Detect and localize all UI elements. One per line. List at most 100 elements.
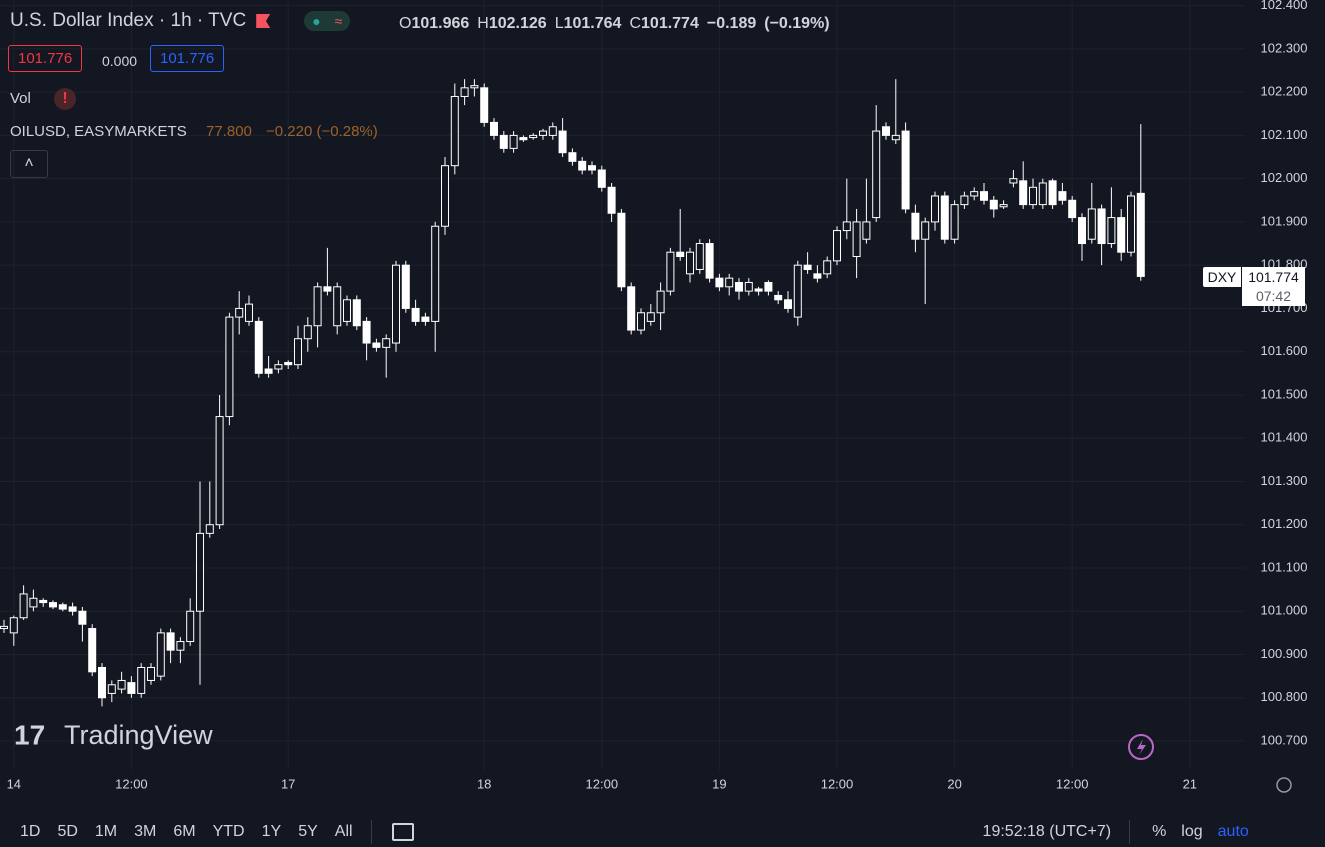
candle-body (1117, 217, 1126, 253)
x-tick-label: 12:00 (1056, 776, 1089, 791)
candle-body (88, 628, 97, 673)
candle-body (784, 299, 792, 309)
ohlc-value: 101.966 (411, 15, 470, 32)
range-button[interactable]: 5D (57, 823, 78, 840)
ohlc-letter: O (399, 15, 412, 32)
candle-body (666, 251, 675, 292)
candle-body (842, 221, 851, 232)
candle-body (833, 230, 841, 262)
candle-body (284, 362, 293, 366)
candle-body (921, 221, 930, 240)
candle-body (529, 134, 538, 139)
candle-body (29, 597, 38, 608)
settings-icon[interactable] (1276, 777, 1292, 793)
range-button[interactable]: 1M (94, 823, 118, 840)
candle-body (1087, 208, 1096, 240)
candle-body (519, 137, 528, 141)
range-button[interactable]: 3M (134, 823, 157, 840)
candle-body (970, 191, 979, 197)
candle-body (999, 204, 1008, 208)
x-tick-label: 21 (1183, 776, 1197, 791)
candle-body (764, 281, 773, 292)
flash-icon[interactable] (1128, 734, 1154, 760)
ohlc-letter: C (629, 15, 642, 32)
ohlc-letter: L (554, 15, 564, 32)
candle-body (49, 602, 57, 608)
range-button[interactable]: 1D (20, 823, 41, 840)
candle-body (499, 134, 508, 149)
ohlc-letter: H (477, 15, 489, 32)
x-tick-label: 20 (947, 776, 961, 791)
candle-body (558, 130, 567, 154)
y-tick-label: 102.300 (1261, 40, 1308, 55)
candle-body (744, 281, 753, 292)
flash-bolt (1137, 739, 1146, 755)
flag-icon[interactable] (256, 14, 271, 28)
candle-body (1097, 208, 1106, 245)
candle-body (225, 316, 234, 418)
logo-mark: 17 (14, 719, 45, 750)
ohlc-item: H 102.126 (477, 15, 546, 33)
y-tick-label: 101.600 (1261, 343, 1308, 358)
toolbar: 1D 5D 1M 3M 6M YTD 1Y 5Y All 19:52:18 (UTC+7)% log… (0, 817, 1325, 847)
range-button[interactable]: 6M (173, 823, 196, 840)
spread: 0.000 (102, 53, 138, 69)
candle-body (411, 307, 420, 322)
candle-body (323, 286, 332, 292)
change-pct: (−0.19%) (764, 15, 830, 32)
ohlc-value: 101.764 (563, 15, 622, 32)
range-button[interactable]: YTD (212, 823, 245, 840)
y-tick-label: 100.800 (1261, 689, 1308, 704)
candle-body (450, 95, 459, 167)
scale-option[interactable]: auto (1217, 823, 1249, 840)
candle-body (1107, 217, 1116, 245)
x-tick-label: 12:00 (586, 776, 619, 791)
candle-body (940, 195, 949, 240)
candle-body (176, 641, 185, 651)
y-tick-label: 101.900 (1261, 213, 1308, 228)
candle-body (254, 320, 263, 374)
candle-body (245, 303, 253, 322)
range-button[interactable]: 1Y (261, 823, 282, 840)
collapse-button[interactable]: ˄ (10, 150, 48, 178)
candle-body (68, 606, 77, 612)
candle-body (166, 632, 175, 651)
candle-body (509, 134, 518, 149)
overlay-price: 77.800 (206, 123, 252, 140)
candle-body (568, 152, 577, 162)
price-label-symbol: DXY (1203, 267, 1241, 287)
candle-body (9, 617, 18, 634)
clock: 19:52:18 (UTC+7) (982, 823, 1112, 840)
scale-option[interactable]: % (1152, 823, 1167, 840)
candle-body (78, 610, 87, 625)
y-tick-label: 101.200 (1261, 516, 1308, 531)
candle-body (392, 264, 400, 344)
ohlc-value: 102.126 (488, 15, 547, 32)
separator (370, 820, 372, 844)
range-button[interactable]: All (334, 823, 353, 840)
candle-body (490, 121, 498, 136)
candle-body (156, 632, 165, 677)
candle-body (950, 204, 959, 240)
overlay-change: −0.220 (−0.28%) (266, 123, 378, 140)
candle-body (0, 625, 8, 630)
candle-body (578, 160, 587, 171)
scale-option[interactable]: log (1181, 823, 1203, 840)
candle-body (352, 299, 361, 327)
x-tick-label: 14 (7, 776, 21, 791)
x-tick-label: 18 (477, 776, 491, 791)
range-button[interactable]: 5Y (298, 823, 318, 840)
compare-icon[interactable] (391, 823, 414, 841)
candle-body (813, 273, 822, 279)
vol-warning[interactable]: ! (54, 88, 76, 110)
symbol-title: U.S. Dollar Index · 1h · TVC (10, 10, 247, 31)
candle-body (627, 286, 636, 331)
candle-body (137, 666, 146, 694)
status-pill[interactable]: ● ≈ (304, 11, 351, 31)
ask-box[interactable]: 101.776 (150, 45, 225, 72)
candle-body (588, 165, 596, 171)
y-tick-label: 102.400 (1261, 0, 1308, 12)
bid-box[interactable]: 101.776 (8, 45, 83, 72)
candle-body (539, 130, 547, 136)
watermark: TradingView (64, 720, 213, 750)
